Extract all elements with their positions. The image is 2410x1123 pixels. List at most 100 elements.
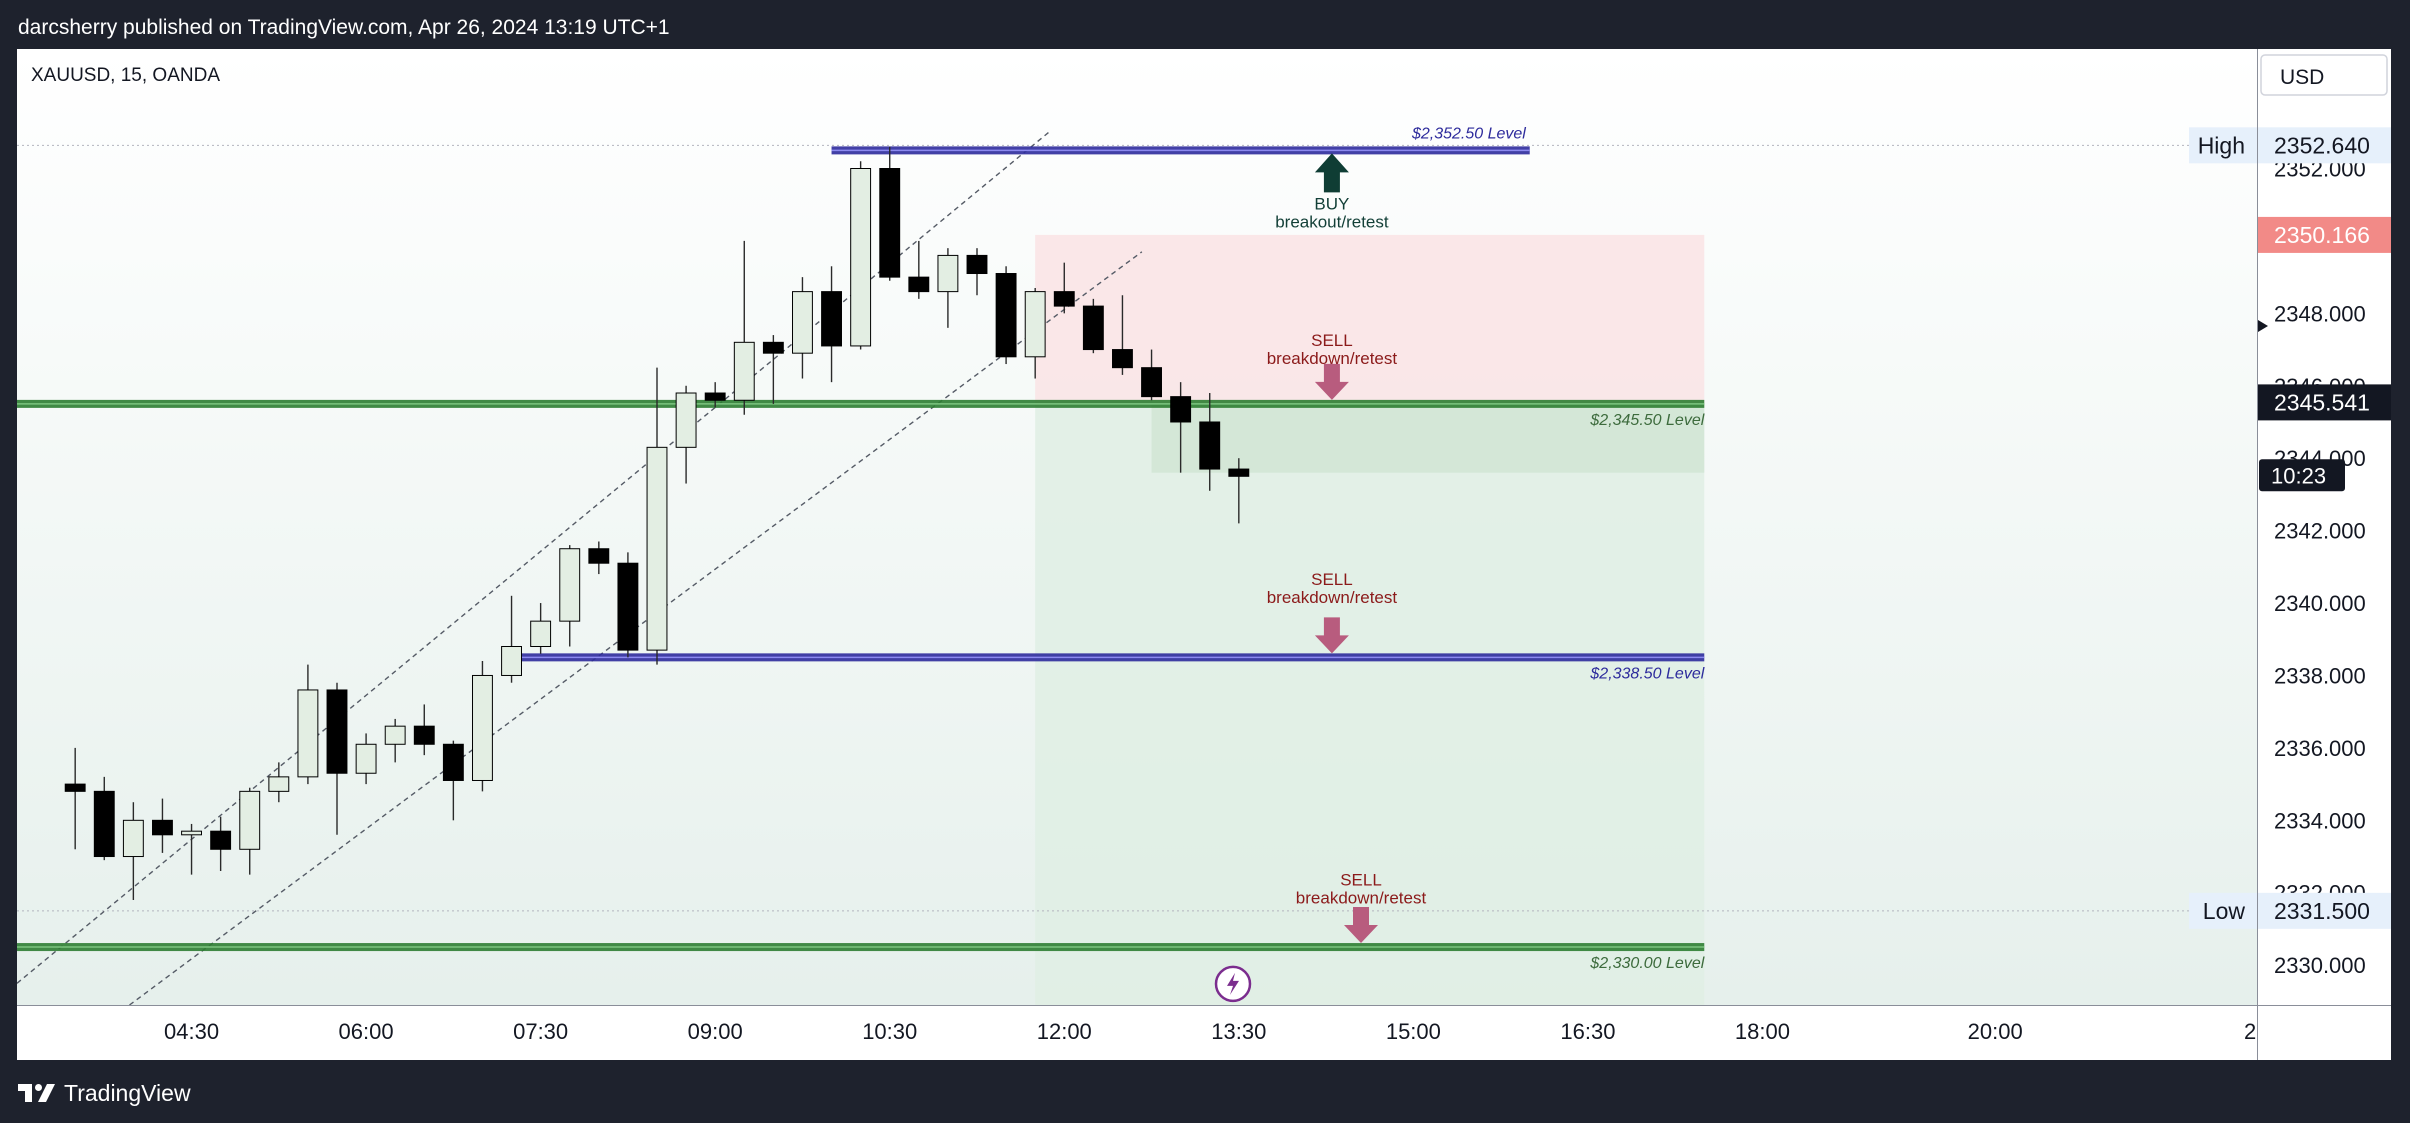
candle[interactable] <box>122 802 144 900</box>
candle[interactable] <box>268 762 290 803</box>
candle-body <box>64 783 86 792</box>
candle[interactable] <box>1170 382 1192 473</box>
time-axis-panel[interactable] <box>17 1006 2257 1060</box>
candle[interactable] <box>152 798 173 853</box>
price-tag-low: Low <box>2203 898 2246 924</box>
signal-title: SELL <box>1311 331 1353 350</box>
trend-channel-line-1[interactable] <box>17 131 1050 984</box>
candle[interactable] <box>297 664 319 785</box>
candle[interactable] <box>966 248 988 296</box>
candle-timer: 10:23 <box>2271 463 2326 488</box>
candle-body <box>704 392 726 401</box>
candle[interactable] <box>675 385 697 484</box>
candle-body <box>646 446 668 651</box>
price-label-3[interactable]: 2345.541 <box>2258 384 2391 421</box>
candle[interactable] <box>93 776 115 861</box>
level-label-1: $2,352.50 Level <box>1411 125 1526 142</box>
stop-loss-zone[interactable] <box>1035 234 1705 404</box>
footer-brand[interactable]: TradingView <box>18 1076 191 1110</box>
candle[interactable] <box>1082 298 1104 354</box>
candle[interactable] <box>472 660 493 792</box>
time-tick-label: 09:00 <box>688 1019 743 1044</box>
candle-body <box>268 776 290 792</box>
candle-body <box>733 341 755 401</box>
signal-title: SELL <box>1340 871 1382 890</box>
candle-body <box>442 743 464 781</box>
currency-label: USD <box>2280 66 2324 89</box>
signal-subtitle: breakdown/retest <box>1267 349 1398 368</box>
replay-marker[interactable] <box>1214 965 1252 1003</box>
timer-badge <box>2259 459 2345 492</box>
signal-title: SELL <box>1311 570 1353 589</box>
price-label-1[interactable]: 2352.640 High <box>2189 127 2391 164</box>
candle[interactable] <box>792 277 813 379</box>
symbol-title: XAUUSD, 15, OANDA <box>31 65 220 86</box>
candle[interactable] <box>908 240 930 299</box>
candle[interactable] <box>733 240 755 415</box>
candle[interactable] <box>762 335 784 404</box>
candle[interactable] <box>181 823 202 875</box>
candle[interactable] <box>530 603 552 654</box>
candle-body <box>588 548 610 564</box>
candle[interactable] <box>1199 393 1221 491</box>
price-tag-box <box>2189 892 2257 929</box>
price-label-2[interactable]: 2350.166 <box>2258 216 2391 253</box>
candle-body <box>675 392 697 448</box>
candle-body <box>297 689 319 778</box>
candlestick-chart[interactable]: $2,352.50 Level $2,345.50 Level $2,338.50 … <box>17 49 2391 1060</box>
candle-body <box>530 620 552 647</box>
candle[interactable] <box>588 541 610 575</box>
candle-body <box>1053 291 1075 307</box>
candle[interactable] <box>850 161 872 350</box>
candle[interactable] <box>384 718 406 763</box>
candle-body <box>1170 396 1192 423</box>
price-label-box <box>2258 127 2391 164</box>
candle[interactable] <box>501 595 522 683</box>
time-tick-label: 12:00 <box>1037 1019 1092 1044</box>
candle-body <box>937 254 959 293</box>
candle[interactable] <box>413 704 435 756</box>
candle[interactable] <box>617 552 639 658</box>
candle[interactable] <box>239 787 261 875</box>
candle[interactable] <box>1112 295 1133 375</box>
candle[interactable] <box>704 382 726 408</box>
price-tick-label: 2330.000 <box>2274 953 2366 978</box>
candle[interactable] <box>821 266 842 383</box>
time-tick-label: 10:30 <box>862 1019 917 1044</box>
candle[interactable] <box>1141 349 1162 401</box>
active-target-zone <box>1151 403 1705 473</box>
candle-body <box>122 819 144 858</box>
price-label-4[interactable]: 10:23 <box>2259 459 2345 492</box>
candle-body <box>326 689 348 774</box>
time-tick-label: 15:00 <box>1386 1019 1441 1044</box>
candle-body <box>152 819 173 836</box>
candle[interactable] <box>326 682 348 835</box>
candle[interactable] <box>646 367 668 665</box>
candle[interactable] <box>1024 288 1046 379</box>
sell-arrow-icon <box>1314 617 1349 654</box>
candle[interactable] <box>442 740 464 821</box>
candle[interactable] <box>210 816 232 872</box>
currency-button[interactable] <box>2260 54 2388 96</box>
candle-body <box>966 254 988 275</box>
candle[interactable] <box>1228 458 1250 524</box>
candle[interactable] <box>559 545 581 647</box>
candle-body <box>762 341 784 354</box>
buy-arrow-icon <box>1314 153 1349 193</box>
candle[interactable] <box>937 248 959 328</box>
chart-frame[interactable]: $2,352.50 Level $2,345.50 Level $2,338.50 … <box>17 49 2391 1060</box>
candle-body <box>821 291 842 347</box>
candle[interactable] <box>879 146 901 281</box>
candle[interactable] <box>64 747 86 850</box>
level-label-2: $2,345.50 Level <box>1589 412 1704 429</box>
candle[interactable] <box>995 266 1017 365</box>
candle[interactable] <box>355 733 377 785</box>
target-zone[interactable] <box>1035 403 1705 1005</box>
time-tick-label: 04:30 <box>164 1019 219 1044</box>
price-label-5[interactable]: 2331.500 Low <box>2189 892 2391 929</box>
candle[interactable] <box>1053 262 1075 314</box>
